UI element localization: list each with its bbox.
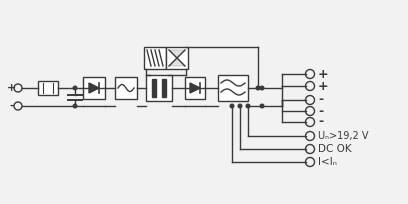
Bar [166, 47, 188, 69]
Text: -: - [318, 115, 323, 129]
Text: -: - [318, 93, 323, 106]
Text: +: + [318, 68, 328, 81]
Bar [144, 47, 166, 69]
Text: -: - [318, 104, 323, 118]
Bar [146, 75, 172, 101]
Text: +: + [7, 83, 17, 93]
Polygon shape [169, 50, 185, 58]
Circle shape [256, 86, 260, 90]
Polygon shape [190, 83, 200, 93]
Polygon shape [152, 79, 156, 97]
Bar [115, 77, 137, 99]
Circle shape [260, 104, 264, 108]
Circle shape [246, 104, 250, 108]
Circle shape [230, 104, 234, 108]
Polygon shape [169, 58, 185, 66]
Text: +: + [318, 80, 328, 92]
Text: I<Iₙ: I<Iₙ [318, 157, 337, 167]
Circle shape [73, 104, 77, 108]
Circle shape [73, 86, 77, 90]
Polygon shape [89, 83, 99, 93]
Bar [38, 81, 58, 95]
Bar [185, 77, 205, 99]
Circle shape [238, 104, 242, 108]
Bar [83, 77, 105, 99]
Text: Uₙ>19,2 V: Uₙ>19,2 V [318, 131, 368, 141]
Circle shape [260, 86, 264, 90]
Polygon shape [162, 79, 166, 97]
Bar [218, 75, 248, 101]
Text: -: - [10, 101, 14, 111]
Text: DC OK: DC OK [318, 144, 352, 154]
